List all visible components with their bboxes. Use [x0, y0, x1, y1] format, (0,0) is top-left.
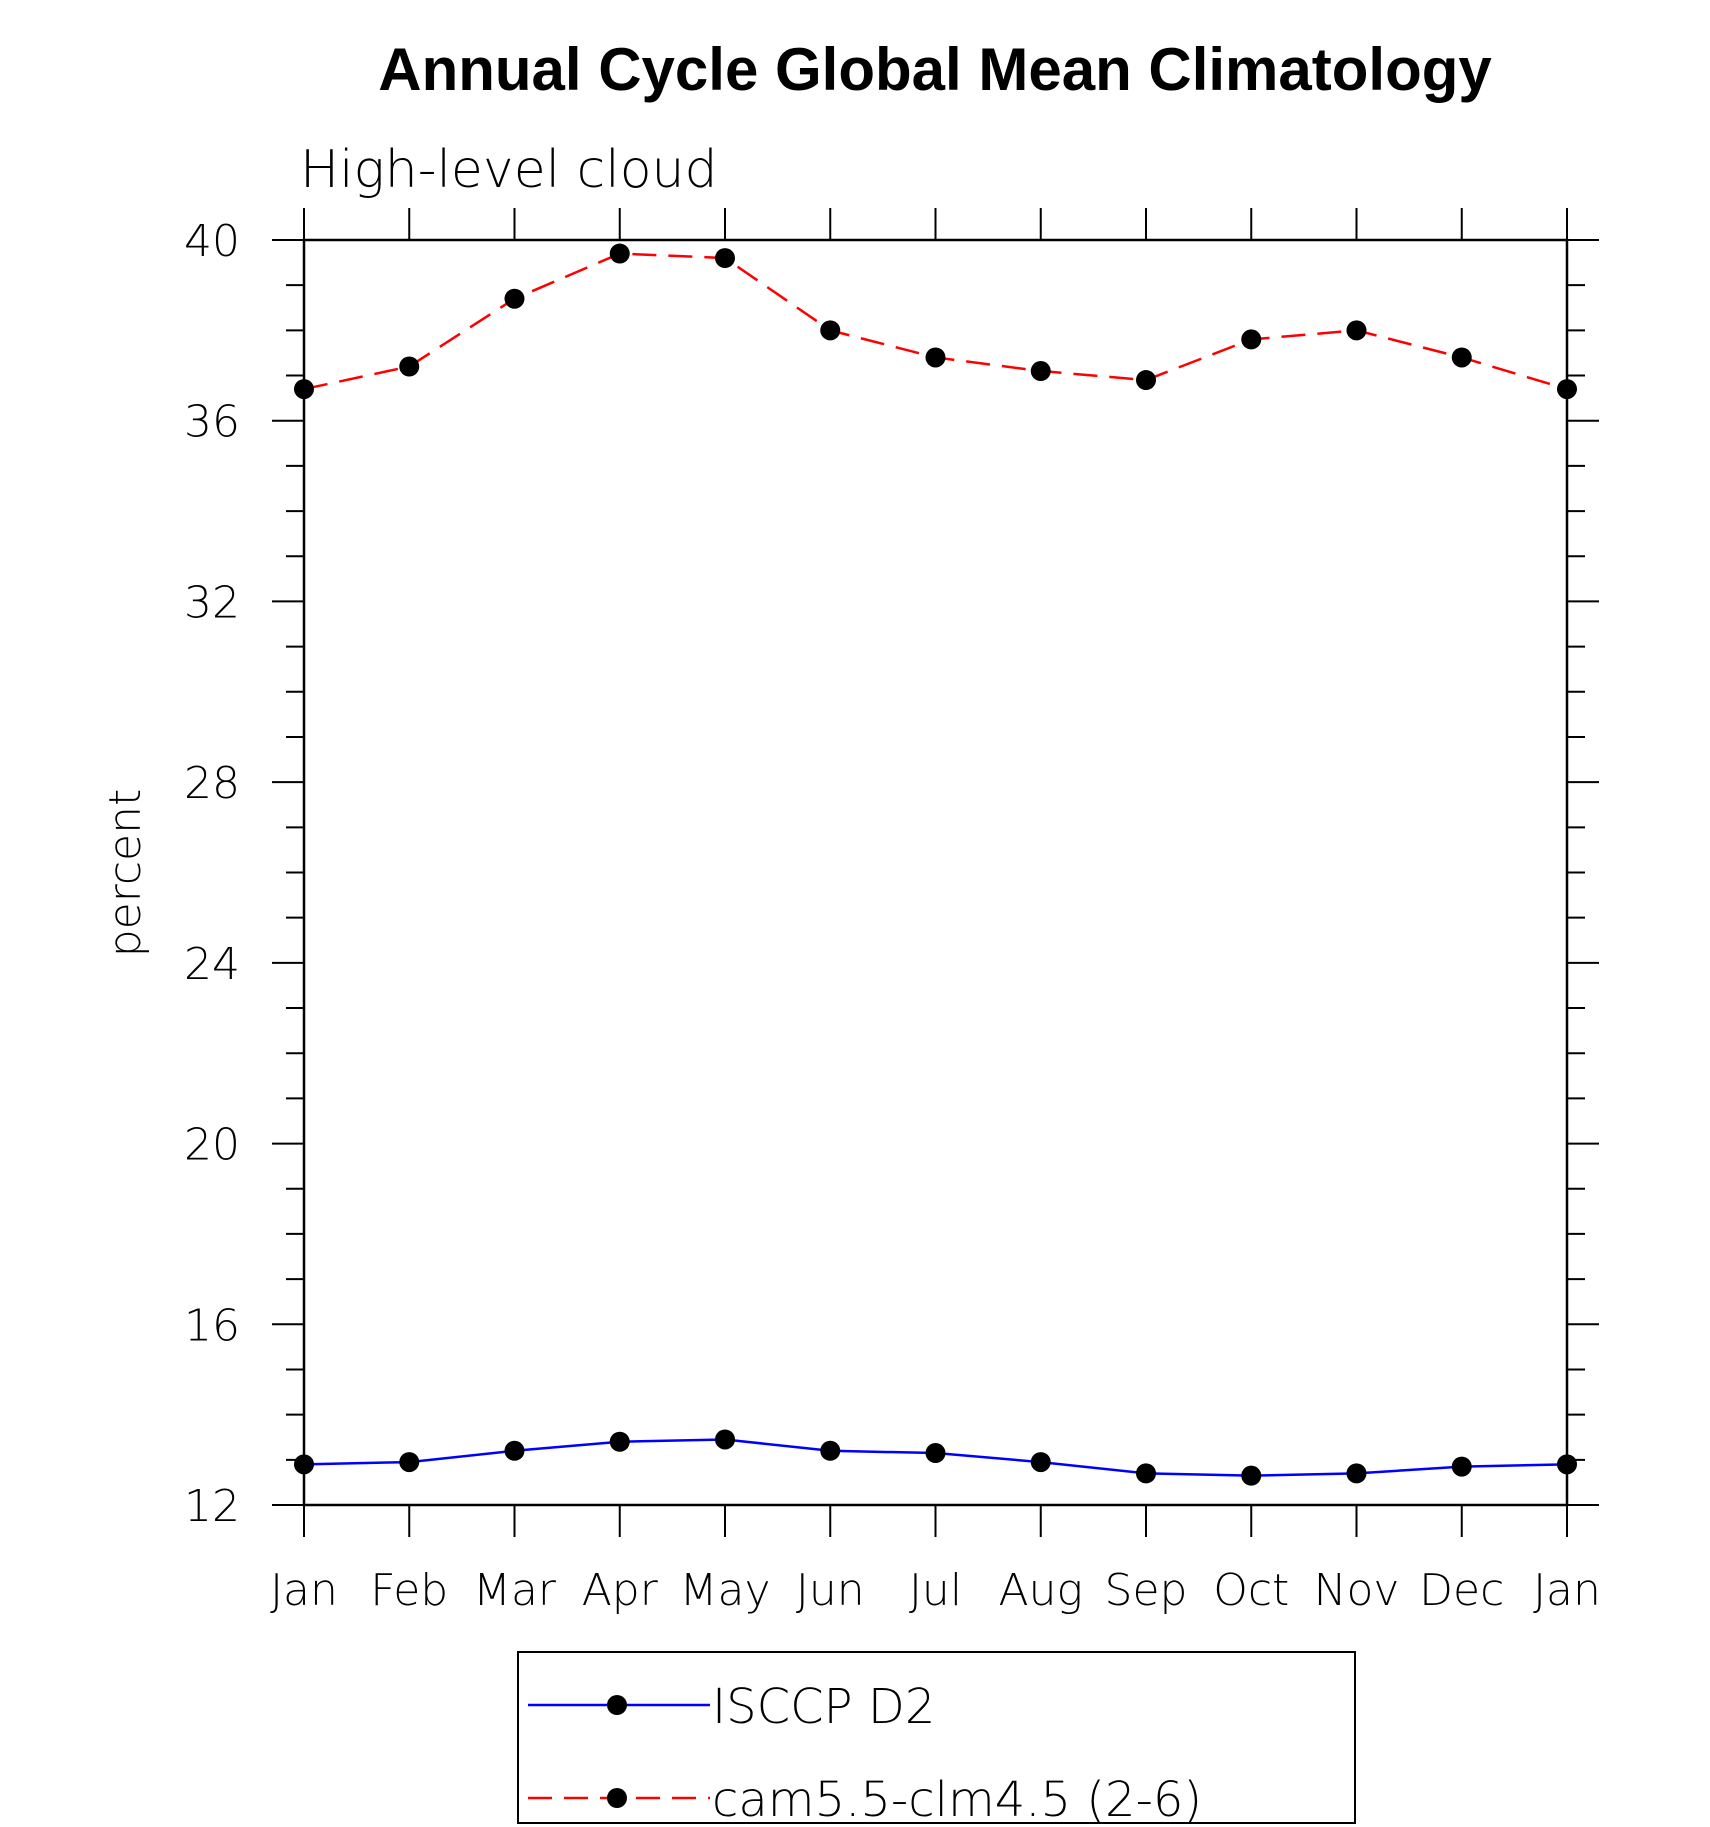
- y-tick-label: 16: [184, 1300, 240, 1351]
- y-tick-label: 32: [184, 577, 240, 628]
- series-1-point: [1030, 361, 1051, 382]
- x-tick-label: Jan: [270, 1565, 338, 1616]
- x-tick-label: Feb: [370, 1565, 448, 1616]
- series-line-1: [303, 252, 1568, 391]
- x-tick-label: Apr: [582, 1565, 659, 1616]
- legend: ISCCP D2 cam5.5-clm4.5 (2-6): [517, 1651, 1356, 1827]
- series-0-point: [294, 1454, 314, 1475]
- plot-frame: [302, 238, 1569, 1507]
- x-tick-label: Jul: [909, 1565, 962, 1616]
- y-axis: 12 16 20 24 28 32 36 40: [184, 216, 1599, 1532]
- y-tick-label: 36: [184, 397, 240, 448]
- y-tick-label: 40: [184, 216, 240, 267]
- legend-label-1: cam5.5-clm4.5 (2-6): [712, 1772, 1202, 1827]
- series-1-point: [1451, 347, 1472, 368]
- chart-subtitle: High-level cloud: [300, 140, 717, 200]
- series-0-point: [925, 1443, 946, 1464]
- series-1-point: [504, 288, 525, 309]
- series-1-point: [1241, 329, 1262, 350]
- legend-box: [517, 1651, 1356, 1824]
- series-1-point: [399, 356, 420, 377]
- series-1-point: [294, 379, 314, 400]
- series-1-point: [820, 320, 841, 341]
- series-0-point: [1241, 1465, 1262, 1486]
- series-0-point: [1136, 1463, 1156, 1484]
- series-1-point: [1136, 370, 1156, 391]
- y-axis-label: percent: [100, 789, 151, 958]
- x-axis: Jan Feb Mar Apr May Jun Jul Aug Sep Oct Nov Dec Jan: [270, 208, 1601, 1616]
- y-tick-label: 28: [184, 758, 240, 809]
- series-0-point: [820, 1440, 841, 1461]
- series-layer: [294, 243, 1577, 1486]
- series-1-point: [609, 243, 630, 264]
- x-tick-label: Aug: [999, 1565, 1083, 1616]
- x-tick-label: Mar: [473, 1565, 557, 1616]
- legend-marker-1: [607, 1788, 627, 1808]
- y-tick-label: 20: [184, 1120, 240, 1171]
- series-0-point: [504, 1440, 525, 1461]
- legend-marker-0: [607, 1695, 627, 1715]
- series-0-point: [1557, 1454, 1577, 1475]
- series-0-point: [715, 1429, 735, 1450]
- series-1-point: [925, 347, 946, 368]
- series-1-point: [1557, 379, 1577, 400]
- x-tick-label: Nov: [1314, 1565, 1400, 1616]
- x-tick-label: May: [680, 1565, 771, 1616]
- series-0-point: [1451, 1456, 1472, 1477]
- series-1-point: [715, 248, 735, 269]
- x-tick-label: Oct: [1213, 1565, 1289, 1616]
- x-tick-label: Sep: [1105, 1565, 1188, 1616]
- x-tick-label: Jun: [796, 1565, 865, 1616]
- series-1-point: [1346, 320, 1367, 341]
- y-tick-label: 12: [184, 1481, 240, 1532]
- plot-border: [302, 238, 1569, 1507]
- series-0-point: [609, 1431, 630, 1452]
- series-0-point: [1030, 1452, 1051, 1473]
- y-tick-label: 24: [184, 939, 240, 990]
- x-tick-label: Dec: [1419, 1565, 1504, 1616]
- series-0-point: [399, 1452, 420, 1473]
- chart-title: Annual Cycle Global Mean Climatology: [378, 36, 1492, 103]
- series-0-point: [1346, 1463, 1367, 1484]
- legend-label-0: ISCCP D2: [712, 1679, 935, 1735]
- x-tick-label: Jan: [1533, 1565, 1601, 1616]
